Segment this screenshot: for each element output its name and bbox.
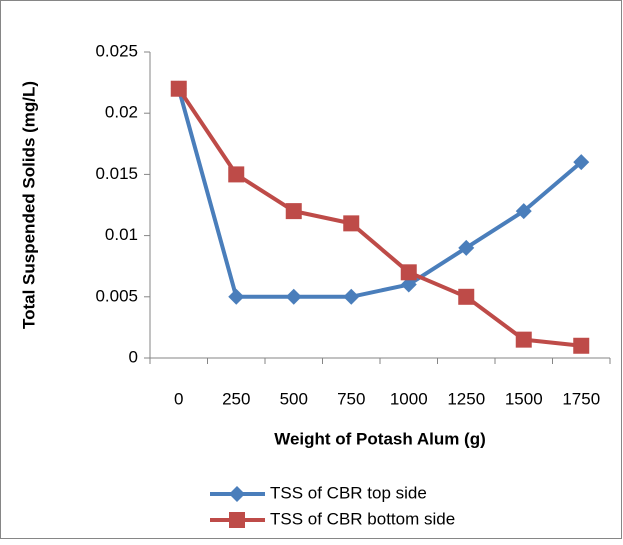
y-tick-label: 0.01 [105,225,138,244]
y-tick-label: 0 [129,347,138,366]
y-tick-label: 0.015 [95,164,138,183]
x-tick-label: 1500 [505,389,543,408]
x-tick-label: 1250 [447,389,485,408]
x-tick-label: 250 [222,389,250,408]
series-line [177,87,582,348]
data-point [458,239,475,256]
data-point [573,154,590,171]
y-tick-label: 0.02 [105,103,138,122]
legend-marker [229,512,245,528]
x-tick-label: 500 [280,389,308,408]
data-point [458,288,475,305]
legend-label: TSS of CBR top side [270,483,427,502]
data-point [285,288,302,305]
x-tick-label: 1750 [562,389,600,408]
data-point [343,215,360,232]
data-point [285,203,302,220]
data-point [400,276,417,293]
data-point [515,203,532,220]
x-tick-label: 1000 [390,389,428,408]
y-axis-title: Total Suspended Solids (mg/L) [19,81,38,329]
legend-label: TSS of CBR bottom side [270,509,455,528]
x-tick-label: 750 [337,389,365,408]
data-point [170,80,187,97]
data-point [228,288,245,305]
x-tick-label: 0 [174,389,183,408]
data-point [228,166,245,183]
x-axis-title: Weight of Potash Alum (g) [274,429,486,448]
series-line [176,88,583,299]
y-tick-label: 0.025 [95,41,138,60]
legend-marker [229,486,245,502]
data-point [400,264,417,281]
data-point [343,288,360,305]
data-point [515,331,532,348]
y-tick-label: 0.005 [95,286,138,305]
data-point [573,337,590,354]
